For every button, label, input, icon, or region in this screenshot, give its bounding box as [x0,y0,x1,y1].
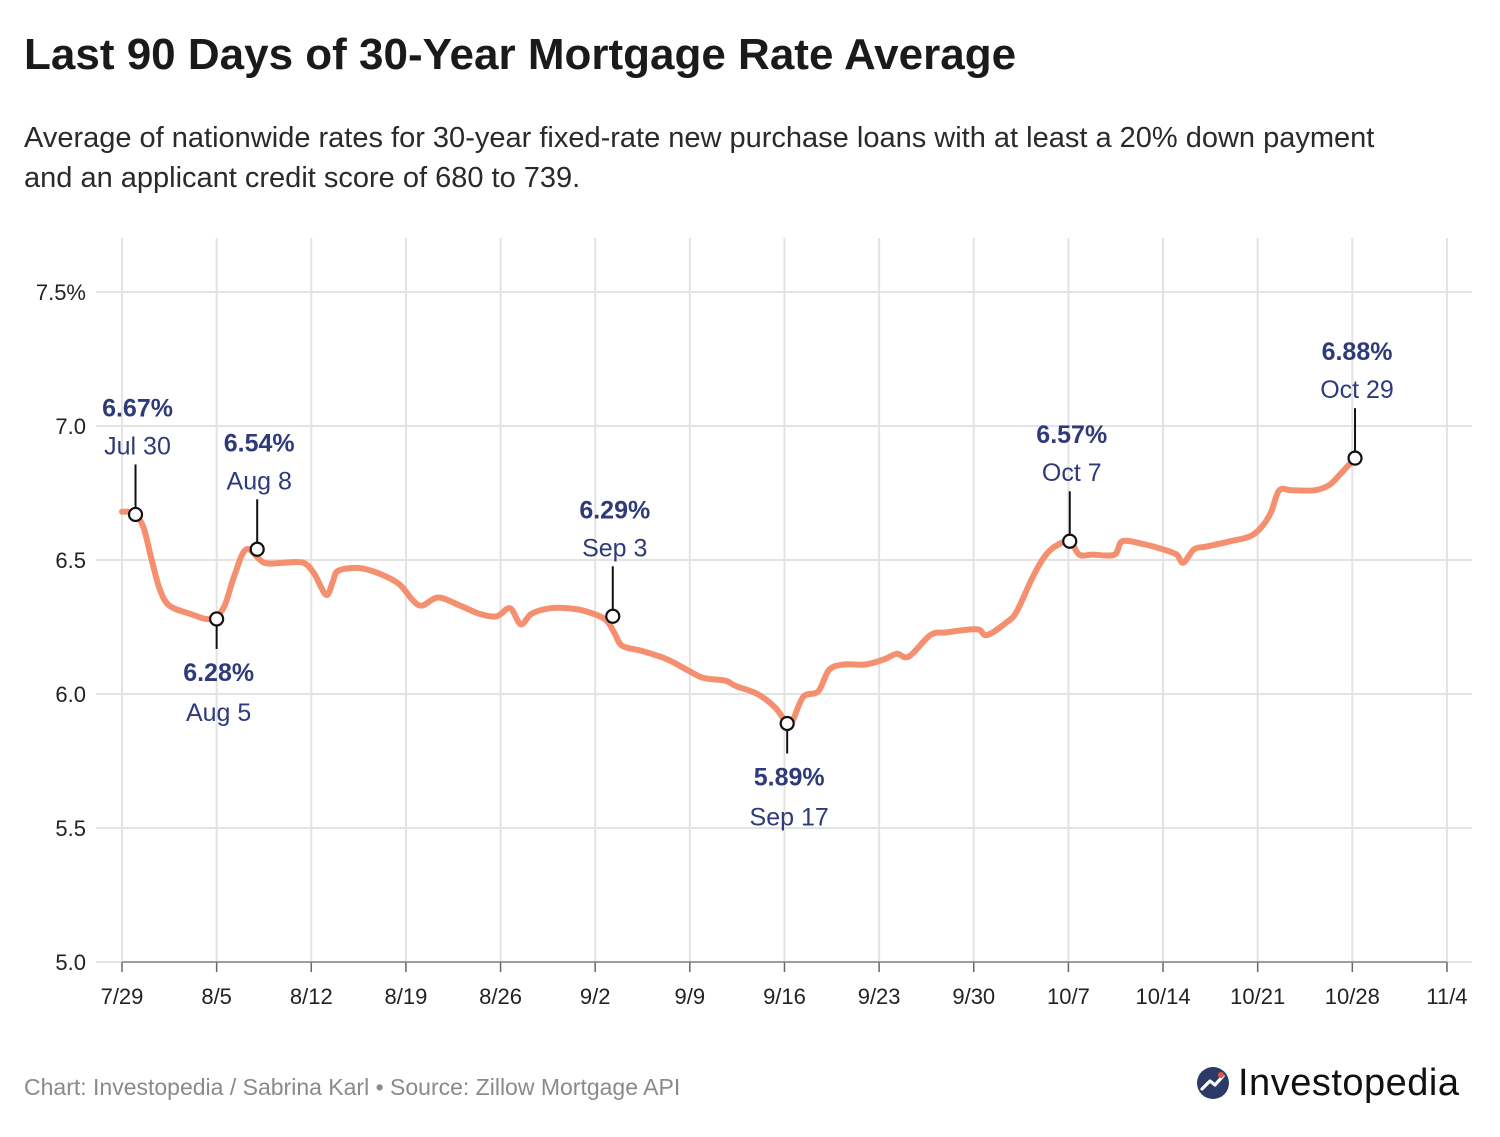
series [119,455,1358,728]
annotation-marker [1347,450,1363,466]
annotation-value-label: 5.89% [754,763,825,791]
annotation-value-label: 6.29% [579,496,650,524]
y-tick-label: 5.5 [55,816,86,841]
y-tick-label: 6.5 [55,548,86,573]
annotation: 6.67% Jul 30 [102,394,173,523]
y-tick-label: 5.0 [55,950,86,975]
annotation: 6.54% Aug 8 [224,429,295,557]
x-tick-label: 9/9 [675,984,706,1009]
annotation-marker [605,608,621,624]
x-tick-label: 7/29 [101,984,144,1009]
annotation: 6.29% Sep 3 [579,496,650,624]
grid [96,238,1472,972]
x-tick-label: 10/21 [1230,984,1285,1009]
chart-subtitle: Average of nationwide rates for 30-year … [24,122,1375,194]
annotation-marker [1062,533,1078,549]
source-credit: Chart: Investopedia / Sabrina Karl • Sou… [24,1074,681,1100]
annotation-value-label: 6.67% [102,394,173,422]
series-line [119,455,1358,728]
x-tick-label: 9/23 [858,984,901,1009]
annotation-date-label: Oct 7 [1042,459,1102,487]
x-tick-label: 9/30 [952,984,995,1009]
x-tick-label: 8/12 [290,984,333,1009]
annotation: 5.89% Sep 17 [750,715,829,831]
x-tick-label: 10/28 [1325,984,1380,1009]
y-tick-label: 7.0 [55,414,86,439]
annotation-value-label: 6.54% [224,429,295,457]
annotation-value-label: 6.88% [1322,338,1393,366]
annotation: 6.57% Oct 7 [1036,421,1107,549]
annotation-date-label: Jul 30 [104,432,171,460]
annotation-marker [209,611,225,627]
line-chart: 5.0 5.5 6.0 6.5 7.0 7.5% 7/29 8/5 8/12 8/19 8/26 9/… [36,238,1472,1009]
annotation-value-label: 6.57% [1036,421,1107,449]
annotation-marker [127,506,144,523]
x-tick-label: 8/19 [385,984,428,1009]
annotation-value-label: 6.28% [183,659,254,687]
annotations: 6.67% Jul 30 6.28% Aug 5 6.54% Aug 8 6.29% Sep … [102,338,1394,831]
annotation-date-label: Sep 17 [750,803,829,831]
annotation: 6.28% Aug 5 [183,611,254,727]
x-tick-label: 10/7 [1047,984,1090,1009]
brand-name: Investopedia [1238,1061,1460,1104]
x-tick-label: 9/2 [580,984,611,1009]
annotation-date-label: Aug 8 [227,467,292,495]
investopedia-logo-icon [1197,1067,1229,1099]
chart-title: Last 90 Days of 30-Year Mortgage Rate Av… [24,30,1017,79]
x-tick-label: 8/5 [201,984,232,1009]
annotation-date-label: Aug 5 [186,699,251,727]
axis-labels: 5.0 5.5 6.0 6.5 7.0 7.5% 7/29 8/5 8/12 8/19 8/26 9/… [36,280,1468,1009]
annotation: 6.88% Oct 29 [1320,338,1394,466]
annotation-date-label: Sep 3 [582,534,647,562]
y-tick-label: 7.5% [36,280,86,305]
brand: Investopedia [1196,1060,1460,1106]
x-tick-label: 11/4 [1426,984,1467,1009]
annotation-marker [249,541,265,557]
y-tick-label: 6.0 [55,682,86,707]
annotation-date-label: Oct 29 [1320,376,1394,404]
x-tick-label: 10/14 [1136,984,1191,1009]
x-tick-label: 9/16 [763,984,806,1009]
x-tick-label: 8/26 [479,984,522,1009]
annotation-marker [779,715,795,732]
